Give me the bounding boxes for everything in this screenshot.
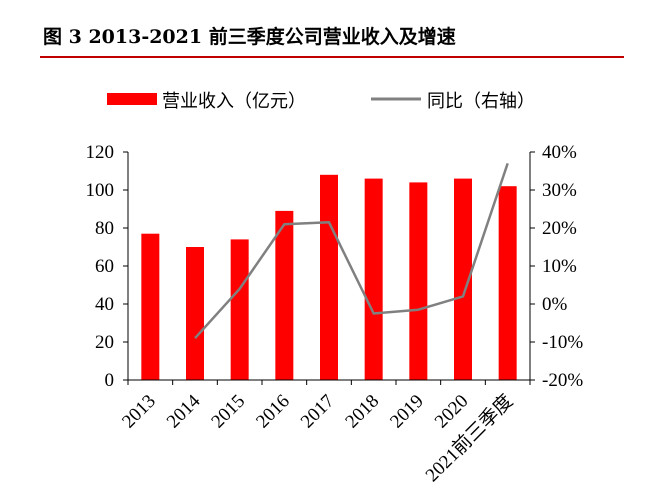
x-tick-label: 2016 — [252, 391, 294, 433]
x-tick-label: 2019 — [386, 391, 428, 433]
growth-line — [194, 163, 509, 340]
right-tick-label: -10% — [542, 332, 583, 353]
bar-2015 — [230, 239, 249, 380]
left-tick-label: 120 — [86, 142, 115, 163]
right-tick-label: 30% — [542, 180, 577, 201]
x-tick-label: 2014 — [163, 390, 205, 432]
right-tick-label: 40% — [542, 142, 577, 163]
legend-bar-swatch — [107, 93, 157, 105]
legend-bar-label: 营业收入（亿元） — [162, 91, 306, 112]
right-tick-label: 10% — [542, 256, 577, 277]
legend-line-label: 同比（右轴） — [427, 91, 535, 112]
x-tick-label: 2018 — [341, 391, 383, 433]
left-tick-label: 0 — [105, 370, 115, 391]
left-tick-label: 40 — [95, 294, 114, 315]
bar-2021前三季度 — [498, 186, 517, 380]
bar-2018 — [364, 178, 383, 380]
left-tick-label: 100 — [86, 180, 115, 201]
left-tick-label: 60 — [95, 256, 114, 277]
right-tick-label: 20% — [542, 218, 577, 239]
right-tick-label: 0% — [542, 294, 568, 315]
bar-2013 — [141, 233, 160, 380]
right-tick-label: -20% — [542, 370, 583, 391]
x-tick-label: 2017 — [297, 391, 339, 433]
bar-2014 — [186, 247, 204, 380]
bar-2020 — [454, 178, 472, 380]
left-tick-label: 80 — [95, 218, 114, 239]
title-rule — [40, 56, 624, 58]
left-tick-label: 20 — [95, 332, 114, 353]
x-tick-label: 2013 — [118, 391, 160, 433]
bar-2019 — [409, 182, 428, 380]
x-tick-label: 2015 — [207, 391, 249, 433]
bar-2016 — [275, 210, 294, 380]
bar-2017 — [320, 174, 338, 380]
figure-title: 图 3 2013-2021 前三季度公司营业收入及增速 — [43, 26, 456, 48]
